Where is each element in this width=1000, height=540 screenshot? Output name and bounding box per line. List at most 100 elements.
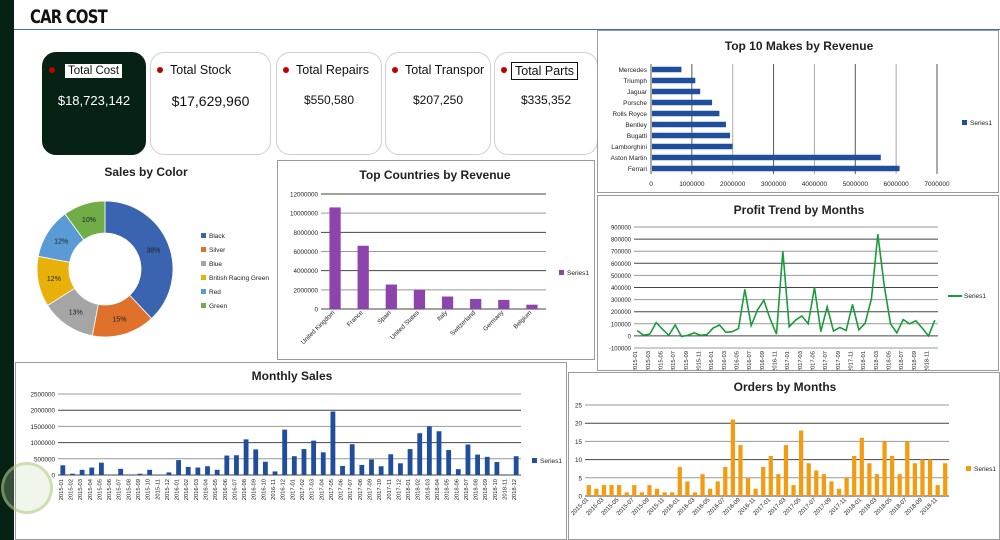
bar [311,440,317,475]
bar [494,462,500,475]
category-label: Ferrari [628,166,647,173]
legend-swatch [201,247,206,252]
category-label: Mercedes [618,67,647,74]
category-label: 2017-01 [785,351,791,370]
category-label: 2018-09 [483,479,489,500]
bullet-icon [501,67,507,73]
legend-label: Series1 [974,466,996,473]
kpi-card-total-repairs[interactable]: Total Repairs $550,580 [276,52,382,155]
category-label: United States [389,309,421,341]
legend-swatch [201,289,206,294]
category-label: 2015-05 [97,479,103,500]
category-label: 2017-11 [849,351,855,370]
category-label: 2018-11 [925,351,931,370]
category-label: 2016-05 [213,479,219,500]
tick-label: 3000000 [761,181,787,188]
tick-label: 1000000 [679,181,705,188]
category-label: 2017-05 [329,479,335,500]
bar [829,481,834,496]
pie-slice [64,200,106,241]
category-label: 2017-10 [377,479,383,500]
bar [791,485,796,496]
category-label: 2015-11 [697,351,703,370]
category-label: 2018-05 [445,479,451,500]
kpi-card-total-stock[interactable]: Total Stock $17,629,960 [150,52,271,155]
category-label: 2016-10 [261,479,267,500]
tick-label: 6000000 [883,181,909,188]
bar [715,481,720,496]
legend-swatch [201,303,206,308]
bar [652,88,701,95]
category-label: 2016-08 [242,479,248,500]
bullet-icon [49,67,55,73]
bar [632,485,637,496]
bar [407,449,413,475]
legend-swatch [532,458,537,463]
legend-swatch [966,466,971,471]
category-label: 2016-02 [184,479,190,500]
bar [844,477,849,496]
bar [185,466,191,475]
bar [455,469,461,475]
bar [166,472,172,475]
bar [89,467,95,475]
bar [647,485,652,496]
bar [799,430,804,496]
bar [330,411,336,475]
category-label: 2017-12 [396,479,402,500]
bar [652,165,900,172]
chart-title: Sales by Color [104,165,188,179]
category-label: 2015-09 [684,351,690,370]
kpi-value: $207,250 [412,93,464,107]
data-label: 12% [47,276,61,283]
bar [890,455,895,496]
category-label: Aston Martin [611,155,648,162]
bar [426,426,432,475]
category-label: 2016-04 [204,478,210,500]
chart-svg: Top Countries by Revenue 0 2000000 4000000 6… [290,168,589,346]
kpi-card-total-transport[interactable]: Total Transpor $207,250 [385,52,491,155]
bar [224,455,230,475]
bar [262,461,268,475]
category-label: Lamborghini [611,144,647,151]
category-label: Belgium [512,309,533,330]
kpi-card-total-parts[interactable]: Total Parts $335,352 [494,52,598,155]
bar [935,485,940,496]
bar [79,469,85,475]
category-label: Porsche [623,100,647,107]
kpi-value: $18,723,142 [57,93,131,108]
bar [652,77,696,84]
category-label: 2015-03 [78,479,84,500]
tick-label: 200000 [611,310,632,316]
category-label: 2017-04 [319,478,325,500]
category-label: 2017-09 [836,351,842,370]
kpi-card-total-cost[interactable]: Total Cost $18,723,142 [42,52,146,155]
chart-top-makes: Top 10 Makes by Revenue 0 1000000 2000000 30… [597,30,999,193]
bar [652,132,731,139]
bar [137,473,143,475]
category-label: 2018-09 [912,351,918,370]
category-label: Bentley [625,122,647,129]
bar [60,465,66,475]
bar [441,296,454,309]
kpi-value: $335,352 [520,93,572,107]
title-divider [14,29,1000,30]
legend-label: British Racing Green [209,275,269,282]
tick-label: 4000000 [802,181,828,188]
category-label: 2018-01 [861,351,867,370]
category-label: 2018-02 [416,479,422,500]
bullet-icon [392,67,398,73]
category-label: 2016-07 [232,479,238,500]
tick-label: 2000000 [30,408,55,415]
chart-orders-by-months: Orders by Months 0 5 10 15 20 25 2015-01 2015-03… [568,372,1000,540]
tick-label: 0 [314,307,318,314]
tick-label: 0 [578,494,582,501]
tick-label: 25 [575,403,583,410]
legend-label: Series1 [540,458,562,465]
bar [814,470,819,496]
category-label: 2016-11 [271,479,277,500]
category-label: Bugatti [627,133,647,140]
data-label: 13% [69,310,83,317]
tick-label: 8000000 [293,230,318,237]
bar [282,429,288,475]
